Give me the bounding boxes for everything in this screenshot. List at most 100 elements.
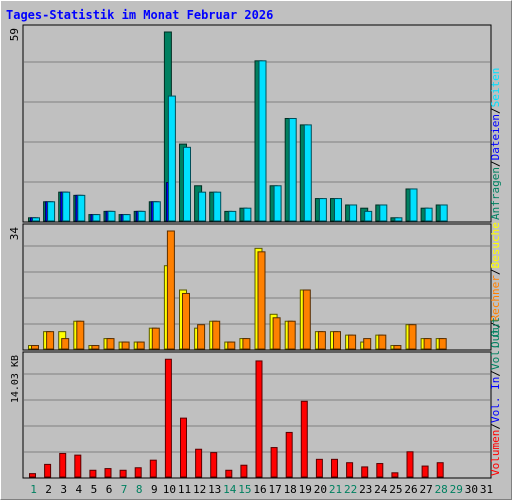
legend-top: Anfragen/Dateien/Seiten [489, 68, 502, 220]
bar-volumen-day-2 [44, 463, 52, 478]
bar-seiten-day-18 [288, 117, 297, 222]
x-tick-label-day-6: 6 [106, 483, 113, 496]
x-tick-label-day-15: 15 [238, 483, 251, 496]
x-tick-label-day-30: 30 [465, 483, 478, 496]
bar-volumen-day-17 [270, 447, 278, 478]
bar-rechner-day-16 [257, 251, 266, 350]
bar-volumen-day-27 [421, 465, 429, 478]
bar-volumen-day-10 [164, 358, 172, 478]
bar-seiten-day-15 [243, 207, 252, 222]
bar-rechner-day-19 [302, 289, 311, 350]
bar-rechner-day-9 [151, 327, 160, 350]
bar-seiten-day-27 [424, 207, 433, 222]
bar-rechner-day-21 [333, 331, 341, 350]
bar-seiten-day-8 [137, 210, 146, 222]
bar-rechner-day-17 [272, 317, 281, 350]
y-max-label-top: 59 [8, 28, 21, 41]
legend-separator: / [489, 370, 502, 377]
bar-volumen-day-22 [346, 462, 354, 478]
bar-rechner-day-7 [121, 341, 130, 350]
bar-rechner-day-2 [46, 331, 55, 350]
bar-volumen-day-16 [255, 360, 263, 478]
legend-item-anfragen: Anfragen [489, 167, 502, 220]
bar-rechner-day-23 [363, 338, 372, 350]
page-title: Tages-Statistik im Monat Februar 2026 [6, 8, 274, 22]
bar-seiten-day-13 [213, 191, 222, 222]
x-tick-label-day-17: 17 [268, 483, 281, 496]
bar-rechner-day-10 [166, 230, 175, 350]
bar-seiten-day-5 [92, 214, 101, 222]
legend-item-vol-in: Vol. In [489, 377, 502, 423]
bar-seiten-day-22 [349, 204, 358, 222]
legend-separator: / [489, 269, 502, 276]
x-tick-label-day-11: 11 [178, 483, 191, 496]
bar-seiten-day-10 [167, 95, 176, 222]
bar-seiten-day-19 [303, 124, 312, 222]
bar-volumen-day-5 [89, 469, 97, 478]
bar-volumen-day-19 [300, 400, 308, 478]
bar-seiten-day-25 [394, 217, 403, 222]
bar-volumen-day-12 [195, 448, 203, 478]
bar-rechner-day-3 [61, 338, 70, 350]
bar-seiten-day-3 [62, 191, 71, 222]
bar-volumen-day-24 [376, 463, 384, 478]
legend-middle: Out/Rechner/Besuche [489, 222, 502, 348]
x-tick-label-day-5: 5 [91, 483, 98, 496]
bar-seiten-day-12 [198, 191, 207, 222]
bar-volumen-day-8 [134, 467, 142, 478]
bar-seiten-day-23 [364, 210, 373, 222]
bar-volumen-day-23 [361, 466, 369, 478]
bar-seiten-day-1 [32, 217, 40, 222]
x-tick-label-day-3: 3 [60, 483, 67, 496]
bar-volumen-day-20 [315, 458, 323, 478]
bar-seiten-day-2 [47, 201, 56, 222]
x-tick-label-day-12: 12 [193, 483, 206, 496]
bar-rechner-day-26 [408, 324, 417, 350]
bar-rechner-day-24 [378, 334, 387, 350]
bar-seiten-day-16 [258, 60, 267, 222]
bar-rechner-day-13 [212, 320, 221, 350]
bar-volumen-day-15 [240, 464, 248, 478]
x-axis-labels: 1 2 3 4 5 6 7 8 9 10 11 12 13 14 15 16 17 18 19 20 21 22 23 24 2… [30, 483, 493, 496]
x-tick-label-day-29: 29 [450, 483, 463, 496]
x-tick-label-day-31: 31 [480, 483, 493, 496]
x-tick-label-day-4: 4 [75, 483, 82, 496]
legend-item-rechner: Rechner [489, 275, 502, 322]
x-tick-label-day-21: 21 [329, 483, 342, 496]
bar-seiten-day-11 [183, 146, 191, 222]
legend-separator: / [489, 322, 502, 329]
x-tick-label-day-19: 19 [299, 483, 312, 496]
x-tick-label-day-28: 28 [435, 483, 448, 496]
bar-volumen-day-18 [285, 431, 293, 478]
bar-volumen-day-11 [180, 417, 187, 478]
x-tick-label-day-18: 18 [284, 483, 297, 496]
bar-seiten-day-4 [77, 194, 86, 222]
legends: Anfragen/Dateien/Seiten Out/Rechner/Besuc… [489, 68, 502, 476]
x-tick-label-day-16: 16 [253, 483, 266, 496]
bar-volumen-day-21 [331, 458, 338, 478]
bar-volumen-day-14 [225, 469, 233, 478]
bar-volumen-day-9 [149, 459, 157, 478]
bar-rechner-day-12 [197, 324, 206, 350]
bar-volumen-day-25 [391, 472, 399, 478]
bar-volumen-day-28 [436, 462, 444, 478]
x-tick-label-day-7: 7 [121, 483, 128, 496]
bar-volumen-day-7 [119, 469, 127, 478]
legend-separator: / [489, 160, 502, 167]
x-tick-label-day-10: 10 [163, 483, 176, 496]
bar-rechner-day-27 [423, 338, 432, 350]
bar-rechner-day-4 [76, 320, 85, 350]
legend-bottom: Volumen/Vol. In/Vol. Out [489, 317, 502, 476]
y-max-label-bottom: 14.03 KB [10, 355, 21, 403]
x-tick-label-day-26: 26 [404, 483, 417, 496]
x-tick-label-day-27: 27 [419, 483, 432, 496]
bar-volumen-day-4 [74, 454, 82, 478]
legend-separator: / [489, 107, 502, 114]
bar-volumen-day-3 [59, 452, 67, 478]
bar-seiten-day-24 [379, 204, 388, 222]
x-tick-label-day-20: 20 [314, 483, 327, 496]
bar-rechner-day-14 [227, 341, 236, 350]
bar-rechner-day-18 [287, 320, 296, 350]
bar-rechner-day-5 [91, 345, 100, 350]
